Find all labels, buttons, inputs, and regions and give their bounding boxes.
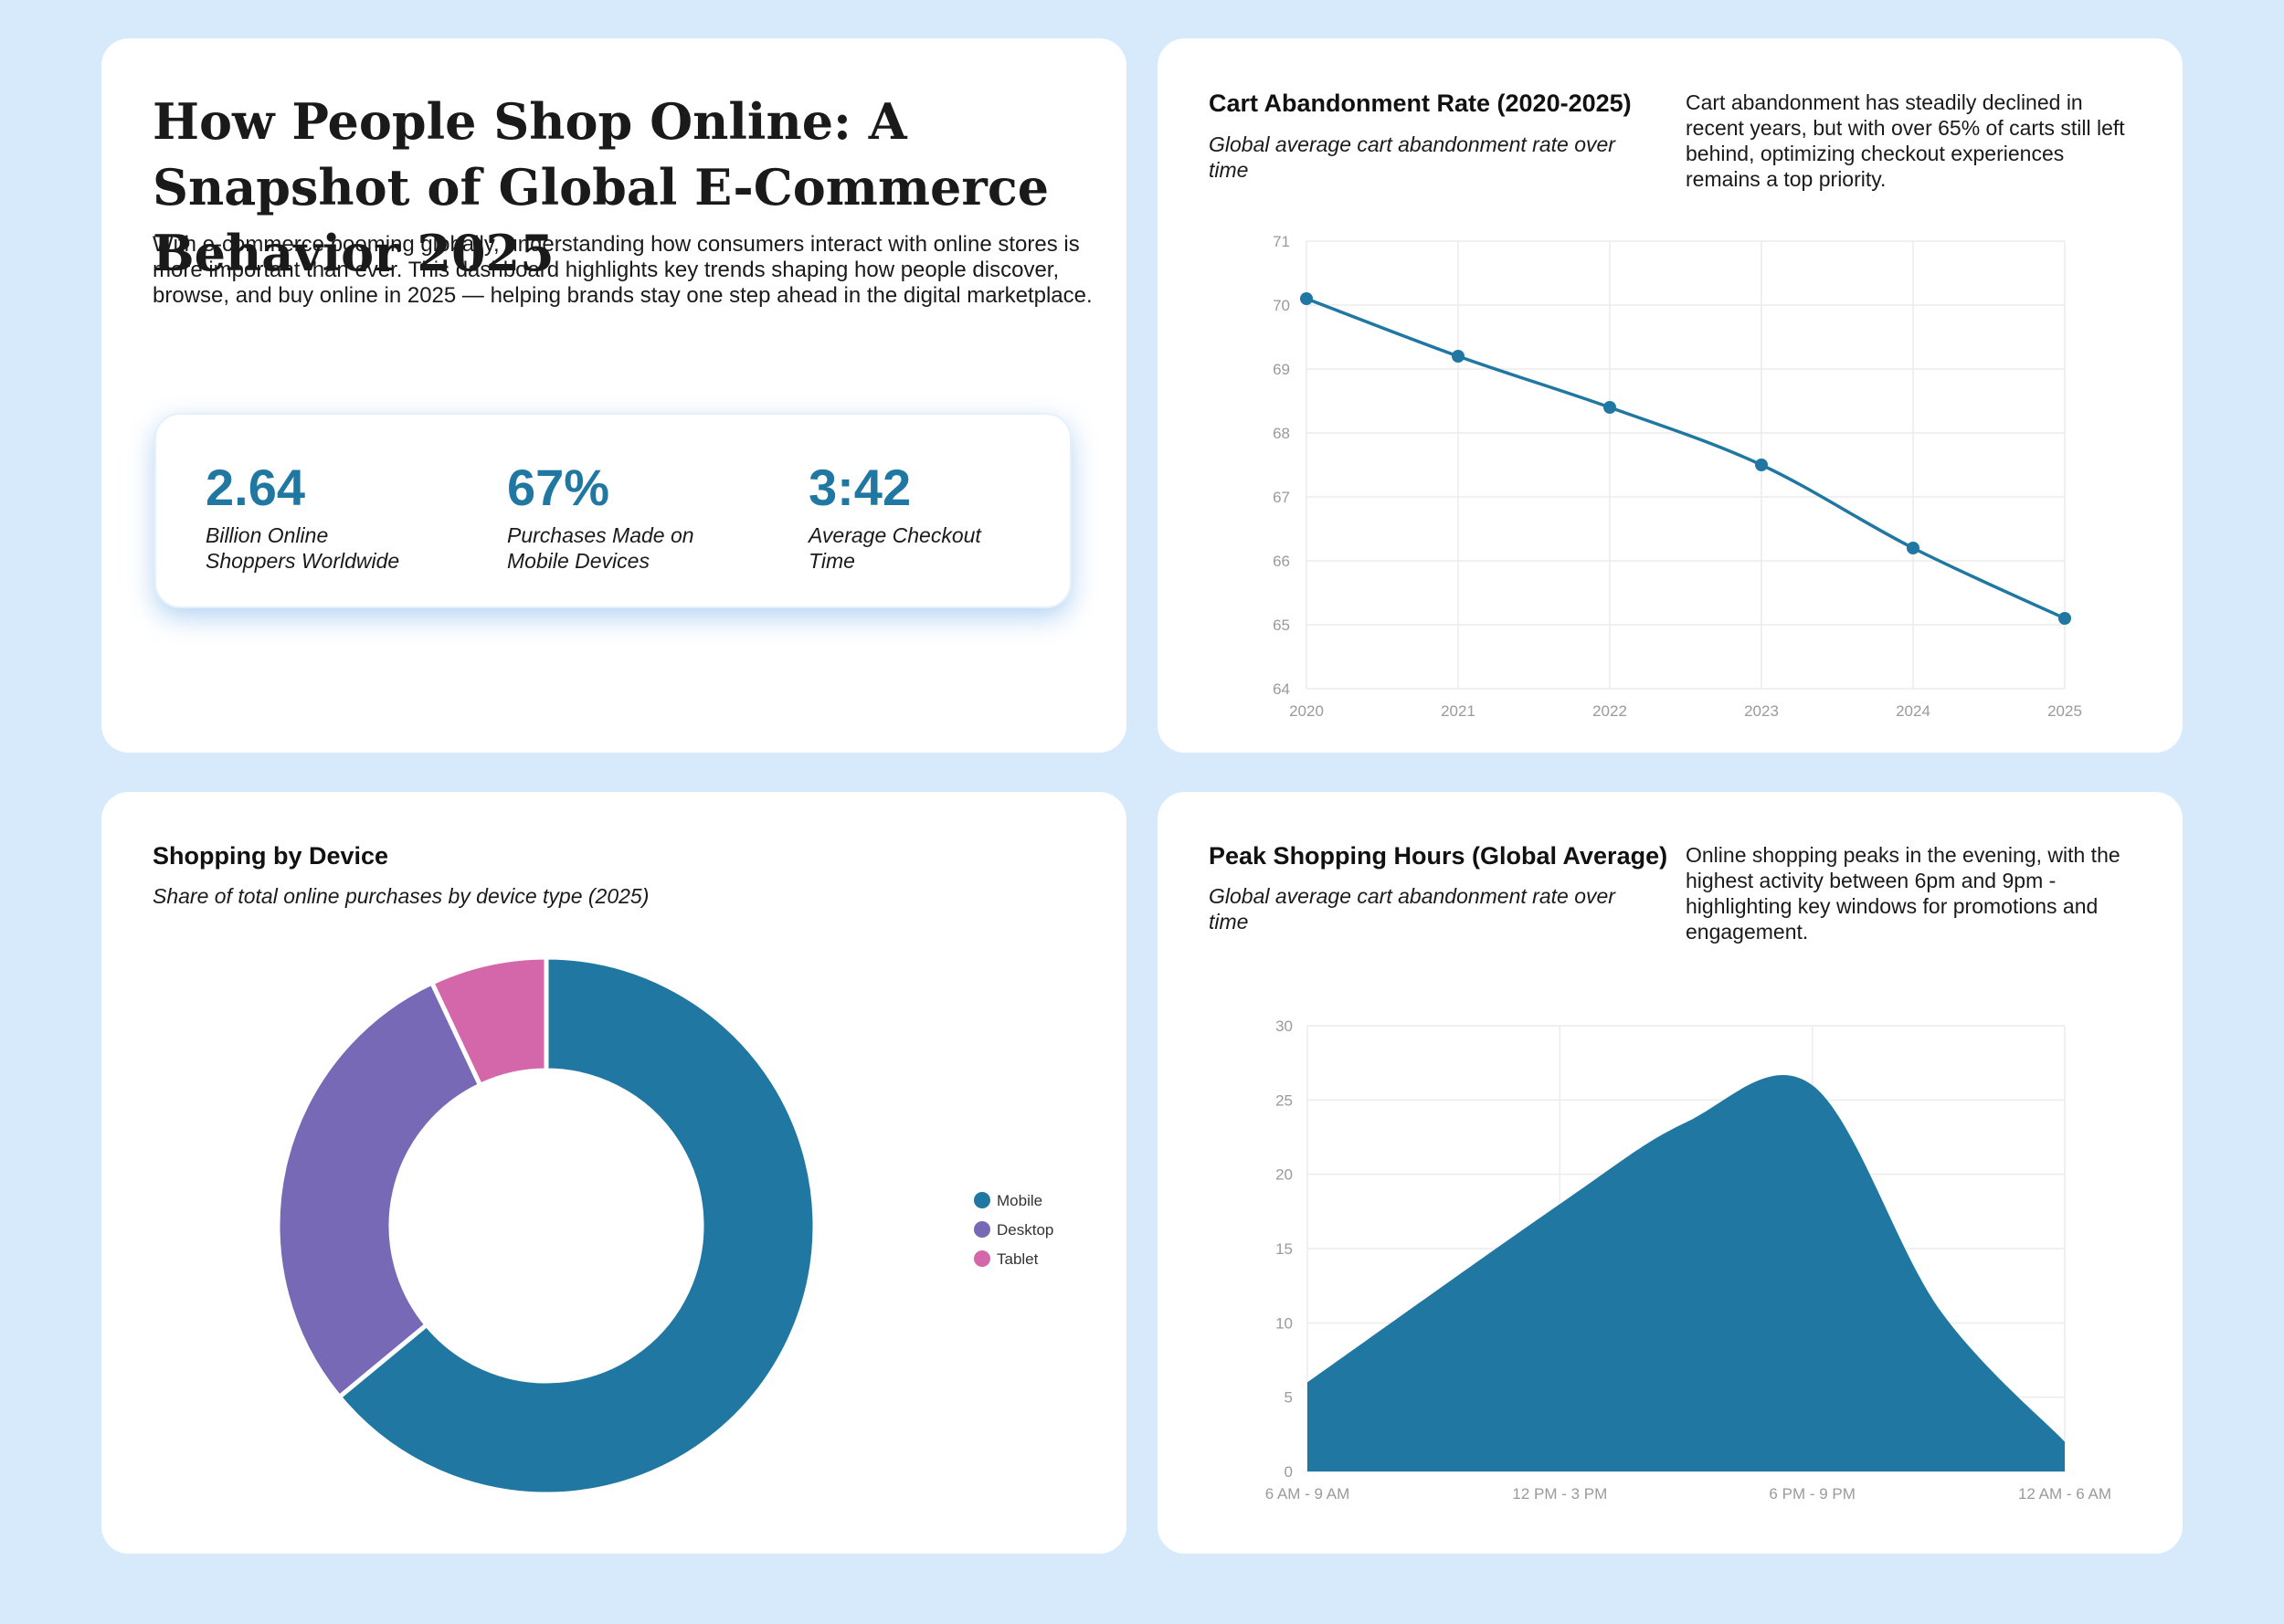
kpi-online-shoppers: 2.64 Billion Online Shoppers Worldwide xyxy=(206,460,480,574)
y-tick-label: 15 xyxy=(1275,1240,1293,1258)
y-tick-label: 10 xyxy=(1275,1314,1293,1332)
donut-slice-tablet xyxy=(428,954,549,1089)
kpi-mobile-purchases: 67% Purchases Made on Mobile Devices xyxy=(507,460,781,574)
kpi-value: 2.64 xyxy=(206,459,305,516)
y-tick-label: 69 xyxy=(1273,361,1290,378)
legend-swatch-mobile xyxy=(974,1192,990,1208)
y-tick-label: 71 xyxy=(1273,233,1290,250)
kpi-label: Average Checkout Time xyxy=(809,523,981,573)
donut-slice-desktop xyxy=(275,979,483,1400)
data-point xyxy=(1907,542,1919,554)
peak-chart-title: Peak Shopping Hours (Global Average) xyxy=(1209,842,1668,870)
y-tick-label: 5 xyxy=(1285,1389,1293,1407)
kpi-label: Purchases Made on Mobile Devices xyxy=(507,523,694,573)
cart-abandonment-card: Cart Abandonment Rate (2020-2025) Global… xyxy=(1158,38,2183,753)
intro-description: With e-commerce booming globally, unders… xyxy=(153,232,1093,308)
x-tick-label: 2024 xyxy=(1896,702,1930,720)
y-tick-label: 20 xyxy=(1275,1166,1293,1184)
series-area xyxy=(1307,1075,2065,1471)
device-donut-chart: Mobile Desktop Tablet xyxy=(275,954,1053,1497)
device-card: Shopping by Device Share of total online… xyxy=(101,792,1126,1554)
x-tick-label: 2023 xyxy=(1744,702,1779,720)
data-point xyxy=(2058,612,2071,625)
device-chart-subtitle: Share of total online purchases by devic… xyxy=(153,884,650,908)
cart-chart-subtitle: Global average cart abandonment rate ove… xyxy=(1209,132,1615,182)
x-tick-label: 12 AM - 6 AM xyxy=(2018,1485,2111,1503)
legend-swatch-tablet xyxy=(974,1250,990,1267)
cart-chart-title: Cart Abandonment Rate (2020-2025) xyxy=(1209,90,1632,117)
kpi-panel: 2.64 Billion Online Shoppers Worldwide 6… xyxy=(154,413,1072,608)
y-tick-label: 64 xyxy=(1273,680,1290,698)
legend-label-mobile: Mobile xyxy=(997,1192,1042,1209)
y-tick-label: 65 xyxy=(1273,617,1290,634)
peak-chart-subtitle: Global average cart abandonment rate ove… xyxy=(1209,884,1615,933)
legend-label-tablet: Tablet xyxy=(997,1250,1039,1268)
cart-abandonment-chart: 64 65 66 67 68 69 70 71 2020 2021 2022 2023 2024 2025 xyxy=(1273,233,2082,720)
peak-hours-chart: 0 5 10 15 20 25 30 6 AM - 9 AM 12 PM - 3 PM 6 PM … xyxy=(1265,1018,2111,1503)
donut-slice-mobile xyxy=(335,954,818,1497)
device-chart-title: Shopping by Device xyxy=(153,842,389,870)
data-point xyxy=(1300,292,1313,305)
kpi-value: 3:42 xyxy=(809,459,912,516)
cart-chart-note: Cart abandonment has steadily declined i… xyxy=(1686,90,2125,191)
x-tick-label: 2021 xyxy=(1441,702,1475,720)
y-tick-label: 30 xyxy=(1275,1018,1293,1035)
intro-card: How People Shop Online: A Snapshot of Gl… xyxy=(101,38,1126,753)
page-title: How People Shop Online: A Snapshot of Gl… xyxy=(153,92,1050,282)
x-tick-label: 6 PM - 9 PM xyxy=(1769,1485,1855,1503)
kpi-label: Billion Online Shoppers Worldwide xyxy=(206,523,400,573)
legend-swatch-desktop xyxy=(974,1221,990,1238)
y-tick-label: 25 xyxy=(1275,1091,1293,1109)
peak-chart-note: Online shopping peaks in the evening, wi… xyxy=(1686,843,2120,944)
y-tick-label: 70 xyxy=(1273,297,1290,314)
y-tick-label: 66 xyxy=(1273,553,1290,570)
x-tick-label: 12 PM - 3 PM xyxy=(1512,1485,1607,1503)
kpi-checkout-time: 3:42 Average Checkout Time xyxy=(809,460,1083,574)
y-tick-label: 68 xyxy=(1273,425,1290,442)
data-point xyxy=(1452,350,1465,363)
kpi-value: 67% xyxy=(507,459,610,516)
y-tick-label: 67 xyxy=(1273,489,1290,506)
x-tick-label: 6 AM - 9 AM xyxy=(1265,1485,1350,1503)
peak-hours-card: Peak Shopping Hours (Global Average) Glo… xyxy=(1158,792,2183,1554)
legend-label-desktop: Desktop xyxy=(997,1221,1053,1239)
data-point xyxy=(1755,459,1768,471)
x-tick-label: 2020 xyxy=(1289,702,1324,720)
data-point xyxy=(1603,401,1616,414)
x-tick-label: 2022 xyxy=(1592,702,1627,720)
y-tick-label: 0 xyxy=(1285,1463,1293,1481)
series-line xyxy=(1306,297,2066,620)
x-tick-label: 2025 xyxy=(2047,702,2082,720)
